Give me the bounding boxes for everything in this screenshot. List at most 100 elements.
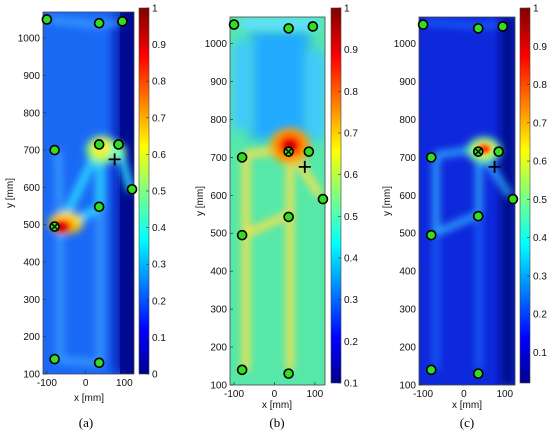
y-tick-label: 600 — [399, 191, 416, 202]
colorbar-tick-label: 0.3 — [533, 271, 547, 282]
x-tick-label: 100 — [116, 378, 133, 389]
colorbar-tick-label: 0.1 — [533, 348, 547, 359]
colorbar-tick-label: 0.5 — [533, 195, 547, 206]
colorbar-tick-label: 1 — [152, 4, 158, 15]
sensor-point — [93, 17, 105, 29]
colorbar-tick-label: 0.3 — [152, 260, 166, 271]
sensor-point — [497, 21, 509, 32]
colorbar-tick-label: 0.4 — [533, 233, 547, 244]
sensor-point — [425, 152, 437, 163]
sensor-point — [425, 229, 437, 241]
y-tick-label: 200 — [399, 343, 416, 354]
panel-b: 100 200 300 400 500 600 700 800 900 1000 -100 0 100 … — [195, 4, 358, 431]
sensor-point — [49, 353, 60, 365]
colorbar-tick-label: 0.2 — [533, 310, 547, 321]
y-tick-label: 300 — [23, 295, 40, 306]
sensor-point — [93, 139, 105, 150]
y-tick-label: 700 — [399, 153, 416, 164]
y-tick-label: 800 — [399, 115, 416, 126]
x-tick-label: -100 — [413, 389, 433, 400]
sensor-point — [93, 357, 105, 369]
sensor-point — [113, 139, 124, 150]
estimated-source-marker — [472, 146, 484, 157]
x-tick-label: 0 — [83, 378, 89, 389]
colorbar-tick-label: 0.8 — [152, 77, 166, 88]
colorbar-tick-label: 0 — [152, 370, 158, 381]
sensor-point — [41, 14, 53, 25]
true-source-plus-marker — [108, 153, 121, 166]
sensor-point — [472, 368, 484, 379]
sensor-point — [307, 21, 319, 32]
y-tick-label: 400 — [210, 267, 227, 278]
markers-a — [41, 14, 138, 369]
x-axis-label-c: x [mm] — [452, 400, 482, 411]
colorbar-tick-label: 0.9 — [344, 45, 358, 56]
colorbar-tick-label: 0.1 — [344, 379, 358, 390]
estimate-cross — [285, 148, 292, 155]
colorbar-tick-label: 0.7 — [533, 118, 547, 129]
sensor-point — [236, 364, 248, 376]
colorbar-ticks-b: 0.1 0.2 0.3 0.4 0.5 0.6 0.7 0.8 0.9 1 — [338, 4, 358, 390]
axis-ticks-a: 100 200 300 400 500 600 700 800 900 1000 -100 0 100 — [18, 34, 133, 389]
y-tick-label: 500 — [210, 229, 227, 240]
y-tick-label: 600 — [23, 183, 40, 194]
x-tick-label: 0 — [461, 389, 467, 400]
sensor-point — [283, 368, 294, 379]
sensor-point — [93, 201, 105, 213]
y-tick-label: 200 — [23, 332, 40, 343]
colorbar-tick-label: 0.4 — [152, 223, 166, 234]
colorbar-ticks-c: 0.1 0.2 0.3 0.4 0.5 0.6 0.7 0.8 0.9 1 — [527, 4, 547, 359]
sensor-point — [236, 152, 248, 163]
y-tick-label: 400 — [23, 258, 40, 269]
colorbar-tick-label: 0.9 — [152, 40, 166, 51]
sensor-point — [417, 19, 429, 30]
y-tick-label: 100 — [210, 381, 227, 392]
heatmap-b — [230, 17, 325, 385]
y-tick-label: 1000 — [205, 39, 228, 50]
sensor-point — [117, 16, 128, 27]
y-tick-label: 600 — [210, 191, 227, 202]
sensor-point — [507, 193, 519, 205]
y-tick-label: 800 — [23, 108, 40, 119]
sensor-point — [126, 183, 138, 195]
estimate-cross — [475, 148, 482, 155]
colorbar-ticks-a: 0 0.1 0.2 0.3 0.4 0.5 0.6 0.7 0.8 0.9 1 — [146, 4, 166, 381]
estimated-source-marker — [283, 146, 294, 157]
heatmap-c — [419, 17, 515, 385]
colorbar-tick-label: 0.3 — [344, 295, 358, 306]
y-axis-label-c: y [mm] — [382, 186, 393, 216]
sensor-point — [472, 23, 484, 34]
colorbar-tick-label: 0.6 — [344, 170, 358, 181]
colorbar-tick-label: 0.6 — [533, 157, 547, 168]
y-tick-label: 300 — [399, 305, 416, 316]
markers-b — [228, 19, 329, 379]
true-source-plus-marker — [298, 160, 311, 173]
y-tick-label: 900 — [399, 77, 416, 88]
y-tick-label: 500 — [23, 220, 40, 231]
y-tick-label: 200 — [210, 343, 227, 354]
y-tick-label: 900 — [23, 71, 40, 82]
y-axis-label-b: y [mm] — [195, 186, 206, 216]
y-tick-label: 1000 — [394, 39, 417, 50]
colorbar-tick-label: 0.2 — [344, 337, 358, 348]
y-tick-label: 100 — [399, 381, 416, 392]
sensor-point — [228, 19, 240, 30]
x-tick-label: -100 — [224, 389, 244, 400]
y-tick-label: 900 — [210, 77, 227, 88]
sensor-point — [49, 144, 60, 156]
sensor-point — [283, 211, 294, 223]
colorbar-tick-label: 0.7 — [344, 129, 358, 140]
colorbar-tick-label: 1 — [533, 4, 539, 15]
markers-c — [417, 19, 519, 379]
true-source-plus-marker — [488, 160, 501, 173]
y-axis-label-a: y [mm] — [5, 178, 16, 208]
x-tick-label: 0 — [272, 389, 278, 400]
sensor-point — [317, 193, 329, 205]
colorbar-tick-label: 0.8 — [533, 80, 547, 91]
colorbar-tick-label: 0.2 — [152, 296, 166, 307]
colorbar-tick-label: 0.5 — [152, 187, 166, 198]
y-tick-label: 700 — [23, 146, 40, 157]
colorbar-tick-label: 0.8 — [344, 87, 358, 98]
